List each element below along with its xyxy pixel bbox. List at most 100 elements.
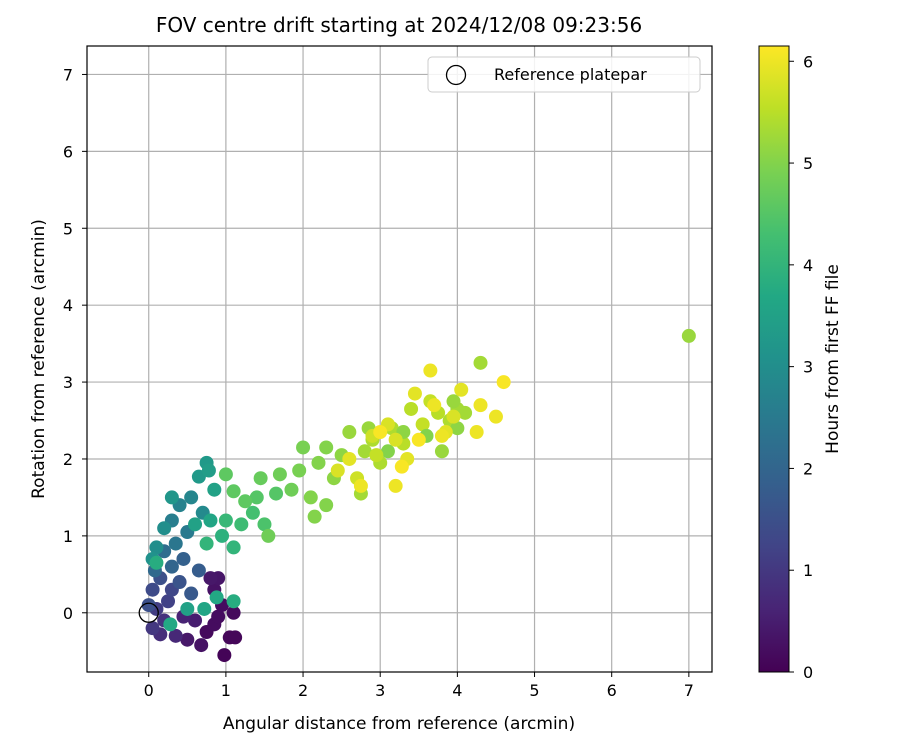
scatter-point [253, 471, 268, 486]
scatter-point [353, 478, 368, 493]
x-tick-label: 4 [452, 681, 462, 700]
scatter-point [184, 490, 199, 505]
scatter-point [217, 648, 232, 663]
y-tick-label: 4 [63, 296, 73, 315]
scatter-point [149, 555, 164, 570]
scatter-point [161, 594, 176, 609]
scatter-point [141, 598, 156, 613]
scatter-point [197, 601, 212, 616]
scatter-point [207, 482, 222, 497]
scatter-point [226, 594, 241, 609]
scatter-point [407, 386, 422, 401]
x-tick-label: 2 [298, 681, 308, 700]
scatter-point [218, 467, 233, 482]
scatter-point [380, 444, 395, 459]
scatter-point [180, 632, 195, 647]
scatter-point [373, 425, 388, 440]
colorbar-tick-label: 0 [803, 663, 813, 682]
x-tick-label: 0 [144, 681, 154, 700]
scatter-point [342, 451, 357, 466]
scatter-point [261, 528, 276, 543]
legend-label-reference-platepar: Reference platepar [494, 65, 647, 84]
scatter-point [163, 617, 178, 632]
scatter-points [141, 328, 696, 663]
legend-box [427, 56, 701, 93]
colorbar-tick-label: 3 [803, 358, 813, 377]
scatter-point [269, 486, 284, 501]
colorbar-label: Hours from first FF file [823, 264, 843, 454]
scatter-point [188, 613, 203, 628]
scatter-point [307, 509, 322, 524]
colorbar: 0 1 2 3 4 5 6 Hours from first FF file [758, 45, 843, 682]
scatter-point [211, 609, 226, 624]
scatter-point [238, 494, 253, 509]
scatter-point [388, 432, 403, 447]
scatter-point [473, 355, 488, 370]
scatter-point [257, 517, 272, 532]
scatter-point [226, 540, 241, 555]
x-tick-label: 1 [221, 681, 231, 700]
x-tick-label: 3 [375, 681, 385, 700]
colorbar-tick-label: 2 [803, 459, 813, 478]
colorbar-gradient [758, 45, 790, 673]
scatter-point [168, 628, 183, 643]
scatter-point [203, 571, 218, 586]
scatter-point [172, 575, 187, 590]
colorbar-tick-label: 4 [803, 256, 813, 275]
scatter-point [191, 469, 206, 484]
y-tick-label: 0 [63, 604, 73, 623]
x-tick-label: 5 [529, 681, 539, 700]
scatter-point [404, 401, 419, 416]
reference-marker-group [138, 602, 159, 623]
y-tick-label: 1 [63, 527, 73, 546]
scatter-point [191, 563, 206, 578]
plot-frame [86, 45, 713, 673]
scatter-point [194, 638, 209, 653]
scatter-point [215, 528, 230, 543]
scatter-point [434, 428, 449, 443]
scatter-point [145, 621, 160, 636]
legend: Reference platepar [427, 56, 701, 93]
scatter-point [284, 482, 299, 497]
scatter-point [226, 605, 241, 620]
x-axis-label: Angular distance from reference (arcmin) [223, 714, 575, 734]
chart-title: FOV centre drift starting at 2024/12/08 … [156, 13, 642, 37]
reference-platepar-marker [138, 602, 159, 623]
scatter-point [188, 517, 203, 532]
scatter-point [458, 405, 473, 420]
scatter-point [296, 440, 311, 455]
scatter-point [342, 425, 357, 440]
scatter-point [234, 517, 249, 532]
scatter-point [496, 375, 511, 390]
scatter-point [681, 328, 696, 343]
scatter-point [394, 459, 409, 474]
scatter-point [184, 586, 199, 601]
x-tick-label: 7 [684, 681, 694, 700]
scatter-point [303, 490, 318, 505]
scatter-point [176, 551, 191, 566]
scatter-point [168, 536, 183, 551]
scatter-point [180, 601, 195, 616]
scatter-point [149, 540, 164, 555]
scatter-point [454, 382, 469, 397]
colorbar-ticks: 0 1 2 3 4 5 6 [789, 52, 813, 682]
scatter-point [469, 425, 484, 440]
scatter-point [226, 484, 241, 499]
scatter-point [199, 536, 214, 551]
scatter-point [272, 467, 287, 482]
grid-lines [87, 46, 712, 672]
scatter-point [423, 363, 438, 378]
scatter-point [201, 463, 216, 478]
scatter-point [450, 421, 465, 436]
scatter-point [145, 582, 160, 597]
scatter-point [473, 398, 488, 413]
scatter-point [164, 559, 179, 574]
y-tick-label: 2 [63, 450, 73, 469]
reference-platepar-legend-icon [445, 64, 467, 86]
y-tick-label: 7 [63, 65, 73, 84]
x-tick-label: 6 [607, 681, 617, 700]
scatter-point [488, 409, 503, 424]
scatter-point [369, 448, 384, 463]
scatter-point [319, 440, 334, 455]
